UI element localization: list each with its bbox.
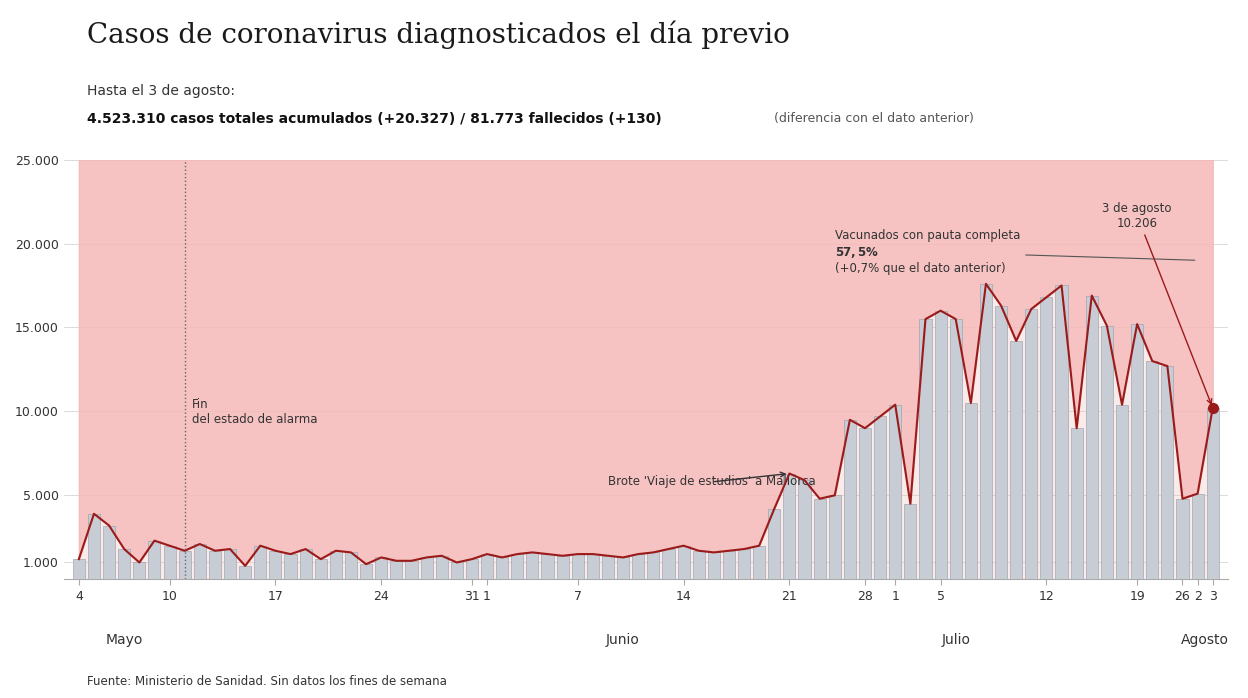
- Bar: [587, 554, 599, 579]
- Bar: [527, 552, 538, 579]
- Bar: [814, 498, 826, 579]
- Bar: [104, 526, 115, 579]
- Text: Hasta el 3 de agosto:: Hasta el 3 de agosto:: [87, 84, 236, 98]
- Bar: [314, 559, 327, 579]
- Bar: [708, 552, 720, 579]
- Bar: [1071, 428, 1083, 579]
- Bar: [451, 563, 463, 579]
- Bar: [300, 549, 312, 579]
- Text: Julio: Julio: [941, 633, 970, 647]
- Bar: [270, 551, 282, 579]
- Bar: [134, 563, 145, 579]
- Bar: [844, 419, 856, 579]
- Bar: [784, 473, 795, 579]
- Bar: [1010, 341, 1022, 579]
- Bar: [178, 551, 191, 579]
- Bar: [965, 403, 977, 579]
- Bar: [149, 541, 161, 579]
- Bar: [1056, 285, 1067, 579]
- Bar: [663, 549, 674, 579]
- Bar: [391, 560, 402, 579]
- Bar: [193, 544, 206, 579]
- Bar: [1116, 405, 1128, 579]
- Text: Agosto: Agosto: [1181, 633, 1229, 647]
- Bar: [466, 559, 478, 579]
- Bar: [208, 551, 221, 579]
- Text: Fuente: Ministerio de Sanidad. Sin datos los fines de semana: Fuente: Ministerio de Sanidad. Sin datos…: [87, 674, 447, 688]
- Bar: [1146, 361, 1158, 579]
- Bar: [1192, 493, 1203, 579]
- Text: 3 de agosto
10.206: 3 de agosto 10.206: [1102, 202, 1212, 404]
- Bar: [163, 546, 176, 579]
- Bar: [633, 554, 644, 579]
- Bar: [648, 552, 659, 579]
- Bar: [344, 552, 357, 579]
- Bar: [1026, 309, 1037, 579]
- Bar: [905, 504, 916, 579]
- Bar: [406, 560, 418, 579]
- Bar: [859, 428, 871, 579]
- Bar: [723, 551, 735, 579]
- Bar: [119, 549, 130, 579]
- Bar: [480, 554, 493, 579]
- Bar: [617, 558, 629, 579]
- Bar: [1162, 366, 1173, 579]
- Bar: [557, 556, 569, 579]
- Bar: [935, 311, 947, 579]
- Bar: [693, 551, 705, 579]
- Bar: [889, 405, 901, 579]
- Bar: [1131, 324, 1143, 579]
- Bar: [920, 319, 931, 579]
- Bar: [1177, 498, 1188, 579]
- Bar: [829, 496, 841, 579]
- Bar: [223, 549, 236, 579]
- Bar: [240, 566, 251, 579]
- Bar: [329, 551, 342, 579]
- Text: 4.523.310 casos totales acumulados (+20.327) / 81.773 fallecidos (+130): 4.523.310 casos totales acumulados (+20.…: [87, 112, 663, 126]
- Bar: [376, 558, 387, 579]
- Bar: [512, 554, 523, 579]
- Bar: [678, 546, 690, 579]
- Bar: [421, 558, 433, 579]
- Bar: [1041, 297, 1052, 579]
- Bar: [602, 556, 614, 579]
- Text: Vacunados con pauta completa
$\mathbf{57,5\%}$
(+0,7% que el dato anterior): Vacunados con pauta completa $\mathbf{57…: [835, 230, 1194, 274]
- Text: Casos de coronavirus diagnosticados el día previo: Casos de coronavirus diagnosticados el d…: [87, 21, 790, 50]
- Bar: [799, 480, 811, 579]
- Bar: [497, 558, 508, 579]
- Bar: [753, 546, 765, 579]
- Bar: [436, 556, 448, 579]
- Bar: [72, 559, 85, 579]
- Text: Brote 'Viaje de estudios' a Mallorca: Brote 'Viaje de estudios' a Mallorca: [608, 472, 816, 489]
- Bar: [950, 319, 962, 579]
- Text: Junio: Junio: [607, 633, 640, 647]
- Text: (diferencia con el dato anterior): (diferencia con el dato anterior): [774, 112, 973, 125]
- Text: Fin
del estado de alarma: Fin del estado de alarma: [192, 398, 318, 426]
- Bar: [255, 546, 266, 579]
- Bar: [1086, 295, 1098, 579]
- Bar: [361, 564, 372, 579]
- Bar: [285, 554, 297, 579]
- Bar: [1207, 408, 1219, 579]
- Bar: [995, 306, 1007, 579]
- Bar: [572, 554, 584, 579]
- Bar: [542, 554, 554, 579]
- Bar: [1101, 326, 1113, 579]
- Bar: [769, 509, 780, 579]
- Bar: [87, 514, 100, 579]
- Bar: [874, 417, 886, 579]
- Text: Mayo: Mayo: [106, 633, 144, 647]
- Bar: [980, 284, 992, 579]
- Bar: [738, 549, 750, 579]
